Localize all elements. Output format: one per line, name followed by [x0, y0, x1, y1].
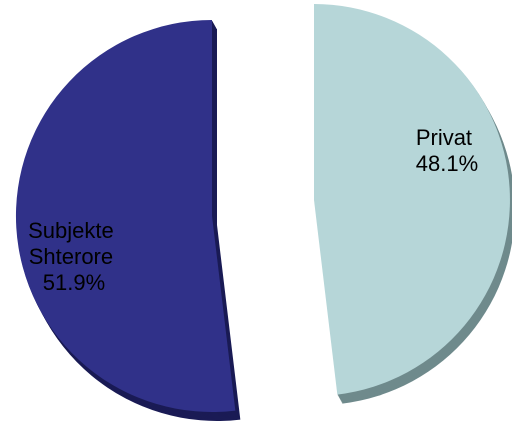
slice-label-privat-name: Privat: [416, 125, 472, 150]
slice-label-subjekte-shterore-name-2: Shterore: [29, 244, 113, 269]
slice-label-privat-value: 48.1%: [416, 151, 478, 176]
label-layer: Privat 48.1% Subjekte Shterore 51.9%: [28, 125, 478, 295]
pie-slice-subjekte-shterore: [15, 19, 236, 412]
slice-label-privat: Privat 48.1%: [416, 125, 478, 176]
slice-label-subjekte-shterore: Subjekte Shterore 51.9%: [28, 218, 120, 295]
slice-layer: [15, 4, 510, 412]
slice-label-subjekte-shterore-name-1: Subjekte: [28, 218, 114, 243]
pie-slice-privat: [314, 4, 510, 395]
slice-label-subjekte-shterore-value: 51.9%: [43, 270, 105, 295]
